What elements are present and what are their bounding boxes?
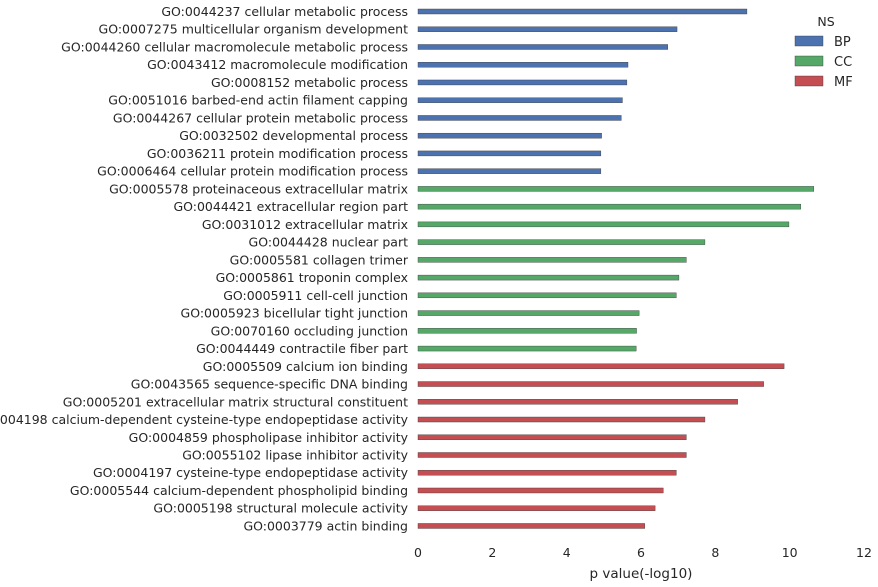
bars-layer [417, 8, 815, 529]
bar-mf [417, 505, 656, 511]
category-label: GO:0044237 cellular metabolic process [161, 4, 408, 19]
bar-cc [417, 292, 677, 299]
category-label: GO:0005509 calcium ion binding [203, 359, 408, 374]
category-label: GO:0005581 collagen trimer [230, 252, 409, 267]
bar-bp [417, 132, 602, 139]
bar-cc [417, 257, 687, 263]
x-axis: 0 2 4 6 8 10 12 [414, 545, 872, 560]
category-label: GO:0004198 calcium-dependent cysteine-ty… [0, 412, 409, 427]
bar-cc [417, 239, 706, 245]
bar-bp [417, 168, 602, 174]
bar-cc [417, 345, 637, 352]
legend-label-mf: MF [834, 75, 853, 90]
x-tick-label: 10 [782, 545, 798, 560]
x-tick-label: 2 [488, 545, 496, 560]
category-label: GO:0005578 proteinaceous extracellular m… [109, 181, 408, 196]
bar-mf [417, 470, 677, 476]
category-label: GO:0005923 bicellular tight junction [181, 306, 408, 321]
category-label: GO:0031012 extracellular matrix [202, 217, 408, 232]
bar-bp [417, 97, 623, 103]
category-label: GO:0005201 extracellular matrix structur… [63, 394, 408, 409]
category-label: GO:0043565 sequence-specific DNA binding [131, 377, 408, 392]
category-label: GO:0055102 lipase inhibitor activity [182, 448, 408, 463]
bar-cc [417, 274, 680, 281]
bar-cc [417, 310, 640, 316]
category-label: GO:0007275 multicellular organism develo… [99, 22, 409, 37]
legend-swatch-mf [794, 75, 824, 87]
bar-mf [417, 487, 664, 494]
bar-bp [417, 115, 622, 121]
bar-bp [417, 62, 629, 68]
bar-mf [417, 416, 706, 423]
bar-bp [417, 26, 678, 32]
bar-mf [417, 363, 785, 369]
category-label: GO:0043412 macromolecule modification [147, 57, 408, 72]
bar-cc [417, 186, 815, 192]
legend-label-cc: CC [834, 55, 852, 70]
x-tick-label: 6 [637, 545, 645, 560]
x-tick-label: 8 [711, 545, 719, 560]
category-label: GO:0044449 contractile fiber part [196, 341, 408, 356]
bar-mf [417, 452, 687, 458]
category-label: GO:0044260 cellular macromolecule metabo… [61, 39, 408, 54]
category-label: GO:0003779 actin binding [243, 518, 408, 533]
legend-swatch-cc [794, 55, 824, 67]
bar-mf [417, 381, 764, 387]
bar-cc [417, 328, 637, 334]
bar-mf [417, 434, 687, 440]
bar-bp [417, 79, 628, 86]
category-label: GO:0044428 nuclear part [249, 235, 409, 250]
x-axis-label: p value(-log10) [590, 566, 693, 582]
legend-label-bp: BP [834, 35, 851, 50]
x-tick-label: 12 [856, 545, 872, 560]
category-label: GO:0008152 metabolic process [211, 75, 408, 90]
category-label: GO:0070160 occluding junction [211, 323, 408, 338]
legend-title: NS [817, 14, 834, 29]
category-label: GO:0051016 barbed-end actin filament cap… [108, 93, 408, 108]
category-label: GO:0036211 protein modification process [147, 146, 408, 161]
bar-mf [417, 399, 738, 405]
x-tick-label: 4 [563, 545, 571, 560]
category-label: GO:0005911 cell-cell junction [223, 288, 408, 303]
category-label: GO:0006464 cellular protein modification… [97, 164, 408, 179]
bar-bp [417, 150, 602, 157]
category-label: GO:0004197 cysteine-type endopeptidase a… [93, 465, 409, 480]
category-label: GO:0044267 cellular protein metabolic pr… [113, 110, 408, 125]
category-label: GO:0032502 developmental process [179, 128, 408, 143]
category-label: GO:0004859 phospholipase inhibitor activ… [129, 430, 409, 445]
bar-bp [417, 8, 748, 15]
bar-mf [417, 523, 645, 529]
legend: NS BP CC MF [794, 14, 853, 90]
bar-cc [417, 203, 802, 210]
legend-entries: BP CC MF [794, 35, 853, 90]
category-label: GO:0005861 troponin complex [216, 270, 408, 285]
category-label: GO:0005544 calcium-dependent phospholipi… [70, 483, 408, 498]
category-label: GO:0044421 extracellular region part [173, 199, 408, 214]
legend-swatch-bp [794, 35, 824, 47]
bar-bp [417, 44, 668, 50]
category-label: GO:0005198 structural molecule activity [153, 501, 408, 516]
bar-cc [417, 221, 790, 228]
category-labels: GO:0044237 cellular metabolic process GO:… [0, 4, 409, 533]
x-tick-label: 0 [414, 545, 422, 560]
